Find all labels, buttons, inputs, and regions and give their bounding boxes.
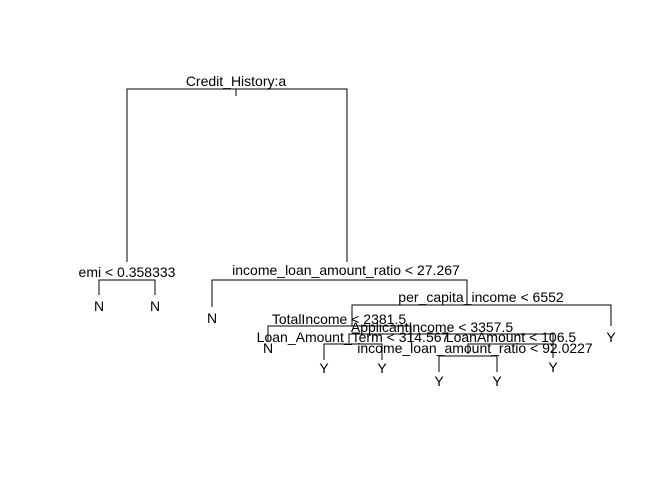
leaf-ratio-left: N — [207, 310, 217, 326]
split-label-root: Credit_History:a — [186, 73, 287, 89]
split-label-total-income: TotalIncome < 2381.5 — [272, 311, 406, 327]
leaf-total-left: N — [263, 340, 273, 356]
split-label-loan-term: Loan_Amount_Term < 314.567 — [257, 329, 450, 345]
split-label-per-capita: per_capita_income < 6552 — [398, 289, 564, 305]
leaf-ratio2-left: Y — [434, 373, 444, 389]
leaf-emi-right: N — [150, 298, 160, 314]
leaf-term-left: Y — [319, 360, 329, 376]
branch-income-ratio-2 — [438, 355, 498, 372]
branch-per-capita — [351, 304, 612, 326]
tree-branches — [98, 88, 612, 372]
leaf-ratio2-right: Y — [492, 373, 502, 389]
split-label-loan-amount: LoanAmount < 106.5 — [446, 329, 577, 345]
branch-loan-amount — [467, 343, 554, 358]
leaf-term-right: Y — [377, 360, 387, 376]
branch-loan-term — [323, 343, 383, 360]
split-label-emi: emi < 0.358333 — [79, 264, 176, 280]
leaf-emi-left: N — [94, 298, 104, 314]
leaf-per-capita-right: Y — [606, 329, 616, 345]
branch-root — [126, 88, 348, 262]
branch-emi — [98, 279, 156, 295]
leaf-loanamt-right: Y — [548, 359, 558, 375]
split-label-applicant-income: ApplicantIncome < 3357.5 — [351, 319, 513, 335]
branch-income-ratio-1 — [211, 279, 468, 307]
split-label-income-ratio-2: income_loan_amount_ratio < 92.0227 — [357, 340, 593, 356]
split-label-income-ratio-1: income_loan_amount_ratio < 27.267 — [232, 262, 460, 278]
